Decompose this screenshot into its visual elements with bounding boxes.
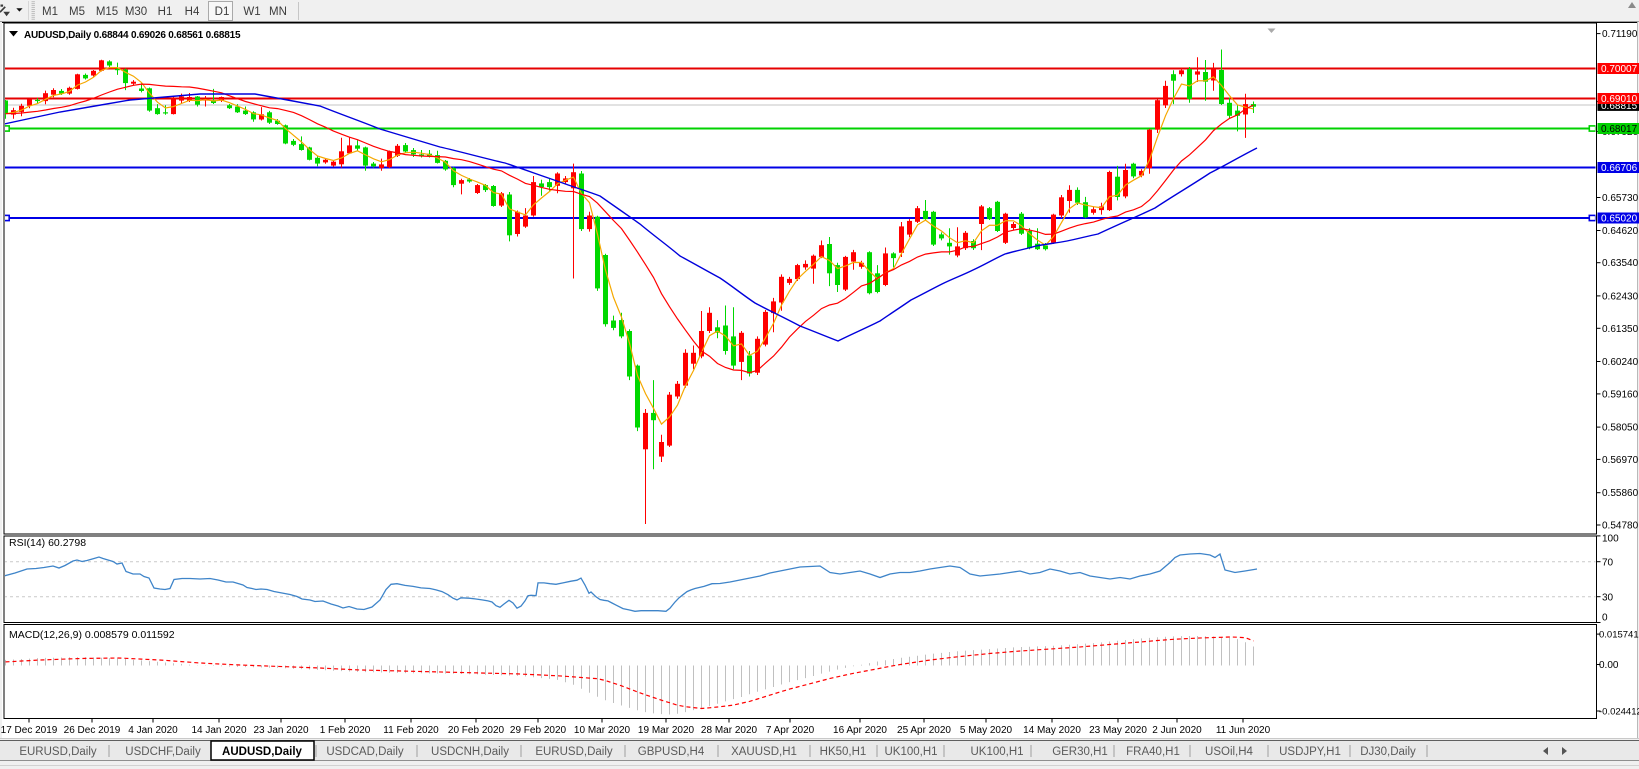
svg-text:USDCHF,Daily: USDCHF,Daily — [125, 746, 201, 758]
svg-text:M1: M1 — [42, 6, 58, 18]
svg-text:USDCAD,Daily: USDCAD,Daily — [326, 746, 404, 758]
svg-text:0.69010: 0.69010 — [1601, 94, 1638, 105]
svg-text:0.56970: 0.56970 — [1602, 455, 1639, 466]
svg-text:1 Feb 2020: 1 Feb 2020 — [320, 725, 371, 736]
svg-text:0.60240: 0.60240 — [1602, 357, 1639, 368]
svg-text:0.00: 0.00 — [1599, 660, 1619, 671]
svg-text:2 Jun 2020: 2 Jun 2020 — [1152, 725, 1202, 736]
svg-text:16 Apr 2020: 16 Apr 2020 — [833, 725, 887, 736]
svg-text:MACD(12,26,9) 0.008579 0.01159: MACD(12,26,9) 0.008579 0.011592 — [9, 629, 175, 641]
svg-text:W1: W1 — [243, 6, 260, 18]
svg-text:14 May 2020: 14 May 2020 — [1023, 725, 1081, 736]
svg-text:USDCNH,Daily: USDCNH,Daily — [431, 746, 509, 758]
svg-text:GER30,H1: GER30,H1 — [1052, 746, 1108, 758]
svg-text:0.54780: 0.54780 — [1602, 521, 1639, 532]
svg-text:11 Feb 2020: 11 Feb 2020 — [383, 725, 439, 736]
svg-text:28 Mar 2020: 28 Mar 2020 — [701, 725, 758, 736]
svg-text:30: 30 — [1602, 593, 1614, 604]
svg-text:20 Feb 2020: 20 Feb 2020 — [448, 725, 505, 736]
svg-text:EURUSD,Daily: EURUSD,Daily — [535, 746, 613, 758]
svg-text:0.68017: 0.68017 — [1601, 124, 1638, 135]
svg-text:0.62430: 0.62430 — [1602, 291, 1639, 302]
svg-text:0.65730: 0.65730 — [1602, 193, 1639, 204]
svg-text:0.68815: 0.68815 — [1601, 101, 1638, 112]
svg-text:0.63540: 0.63540 — [1602, 258, 1639, 269]
svg-text:23 May 2020: 23 May 2020 — [1089, 725, 1147, 736]
svg-text:70: 70 — [1602, 558, 1614, 569]
svg-text:0: 0 — [1602, 613, 1608, 624]
svg-text:0.70007: 0.70007 — [1601, 64, 1638, 75]
svg-text:0.66706: 0.66706 — [1601, 163, 1638, 174]
svg-text:MN: MN — [269, 6, 287, 18]
svg-text:0.55860: 0.55860 — [1602, 488, 1639, 499]
svg-text:DJ30,Daily: DJ30,Daily — [1360, 746, 1416, 758]
svg-text:AUDUSD,Daily: AUDUSD,Daily — [222, 746, 302, 758]
svg-text:AUDUSD,Daily 0.68844 0.69026: AUDUSD,Daily 0.68844 0.69026 0.68561 0.6… — [24, 30, 241, 41]
svg-text:7 Apr 2020: 7 Apr 2020 — [766, 725, 815, 736]
svg-text:25 Apr 2020: 25 Apr 2020 — [897, 725, 951, 736]
svg-text:HK50,H1: HK50,H1 — [820, 746, 867, 758]
svg-text:M5: M5 — [69, 6, 85, 18]
svg-text:XAUUSD,H1: XAUUSD,H1 — [731, 746, 797, 758]
svg-text:H1: H1 — [158, 6, 173, 18]
svg-text:26 Dec 2019: 26 Dec 2019 — [64, 725, 121, 736]
svg-text:-0.024412: -0.024412 — [1599, 707, 1639, 718]
svg-text:29 Feb 2020: 29 Feb 2020 — [510, 725, 567, 736]
svg-text:14 Jan 2020: 14 Jan 2020 — [191, 725, 246, 736]
svg-text:11 Jun 2020: 11 Jun 2020 — [1216, 725, 1271, 736]
svg-text:0.64620: 0.64620 — [1602, 226, 1639, 237]
svg-text:10 Mar 2020: 10 Mar 2020 — [574, 725, 631, 736]
svg-text:0.015741: 0.015741 — [1599, 630, 1639, 641]
svg-text:GBPUSD,H4: GBPUSD,H4 — [638, 746, 705, 758]
svg-text:5 May 2020: 5 May 2020 — [960, 725, 1013, 736]
svg-text:0.61350: 0.61350 — [1602, 324, 1639, 335]
svg-text:0.58050: 0.58050 — [1602, 423, 1639, 434]
svg-text:H4: H4 — [185, 6, 200, 18]
svg-text:EURUSD,Daily: EURUSD,Daily — [19, 746, 97, 758]
svg-text:4 Jan 2020: 4 Jan 2020 — [128, 725, 178, 736]
svg-text:17 Dec 2019: 17 Dec 2019 — [1, 725, 58, 736]
svg-text:USOil,H4: USOil,H4 — [1205, 746, 1254, 758]
svg-text:0.65020: 0.65020 — [1601, 214, 1638, 225]
svg-text:23 Jan 2020: 23 Jan 2020 — [253, 725, 308, 736]
svg-text:19 Mar 2020: 19 Mar 2020 — [638, 725, 695, 736]
svg-text:D1: D1 — [215, 6, 230, 18]
svg-text:FRA40,H1: FRA40,H1 — [1126, 746, 1180, 758]
svg-text:RSI(14) 60.2798: RSI(14) 60.2798 — [9, 537, 86, 549]
svg-text:100: 100 — [1602, 534, 1619, 545]
svg-text:0.71190: 0.71190 — [1602, 29, 1638, 40]
svg-text:M15: M15 — [96, 6, 118, 18]
svg-text:UK100,H1: UK100,H1 — [884, 746, 937, 758]
svg-text:M30: M30 — [125, 6, 147, 18]
svg-text:USDJPY,H1: USDJPY,H1 — [1279, 746, 1341, 758]
svg-text:UK100,H1: UK100,H1 — [970, 746, 1023, 758]
svg-text:0.59160: 0.59160 — [1602, 389, 1639, 400]
